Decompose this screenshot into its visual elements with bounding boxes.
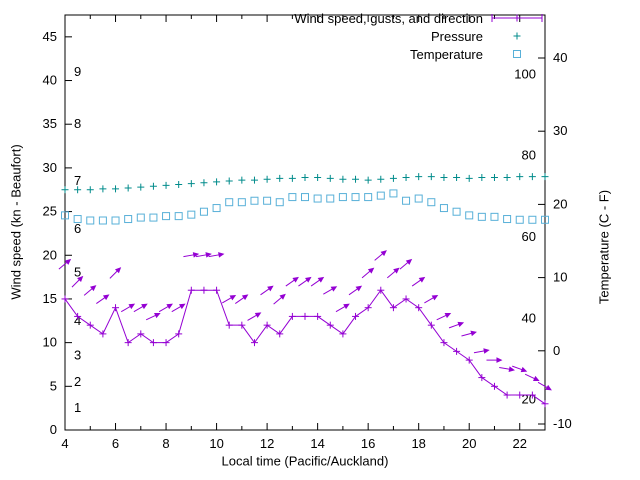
svg-text:1: 1: [74, 400, 81, 415]
svg-text:10: 10: [209, 436, 223, 451]
svg-text:25: 25: [43, 204, 57, 219]
legend-sample-temperature-icon: [513, 50, 521, 58]
legend-item-pressure: Pressure: [294, 27, 547, 45]
svg-text:6: 6: [112, 436, 119, 451]
svg-text:5: 5: [50, 378, 57, 393]
svg-text:60: 60: [522, 229, 536, 244]
svg-text:-10: -10: [553, 416, 572, 431]
svg-text:35: 35: [43, 116, 57, 131]
svg-text:100: 100: [514, 66, 536, 81]
svg-text:18: 18: [411, 436, 425, 451]
svg-text:40: 40: [522, 310, 536, 325]
svg-text:20: 20: [462, 436, 476, 451]
svg-text:10: 10: [553, 270, 567, 285]
svg-text:20: 20: [522, 392, 536, 407]
svg-text:8: 8: [74, 116, 81, 131]
svg-text:3: 3: [74, 348, 81, 363]
legend-item-temperature: Temperature: [294, 45, 547, 63]
svg-text:4: 4: [74, 313, 81, 328]
legend-label-wind: Wind speed, gusts, and direction: [294, 10, 483, 26]
svg-text:14: 14: [310, 436, 324, 451]
svg-text:9: 9: [74, 64, 81, 79]
legend-label-pressure: Pressure: [430, 28, 483, 44]
svg-text:80: 80: [522, 148, 536, 163]
svg-text:10: 10: [43, 335, 57, 350]
svg-text:15: 15: [43, 291, 57, 306]
svg-text:2: 2: [74, 374, 81, 389]
y-axis-title: Wind speed (kn - Beaufort): [8, 144, 24, 300]
legend-item-wind: Wind speed, gusts, and direction: [294, 9, 547, 27]
svg-text:22: 22: [513, 436, 527, 451]
svg-text:20: 20: [553, 196, 567, 211]
svg-text:0: 0: [50, 422, 57, 437]
legend-sample-wind-icon: [491, 14, 543, 22]
chart-legend: Wind speed, gusts, and direction Pressur…: [294, 9, 547, 63]
svg-text:40: 40: [43, 73, 57, 88]
svg-text:45: 45: [43, 29, 57, 44]
svg-text:8: 8: [162, 436, 169, 451]
svg-text:40: 40: [553, 50, 567, 65]
svg-text:12: 12: [260, 436, 274, 451]
x-axis-title: Local time (Pacific/Auckland): [221, 453, 389, 469]
svg-text:30: 30: [43, 160, 57, 175]
svg-text:20: 20: [43, 247, 57, 262]
legend-sample-pressure-icon: [513, 32, 521, 40]
svg-text:7: 7: [74, 173, 81, 188]
svg-text:6: 6: [74, 221, 81, 236]
svg-text:0: 0: [553, 343, 560, 358]
legend-label-temperature: Temperature: [410, 46, 483, 62]
svg-text:16: 16: [361, 436, 375, 451]
y2-axis-title: Temperature (C - F): [596, 189, 612, 305]
svg-text:30: 30: [553, 123, 567, 138]
svg-text:4: 4: [61, 436, 68, 451]
svg-text:5: 5: [74, 265, 81, 280]
